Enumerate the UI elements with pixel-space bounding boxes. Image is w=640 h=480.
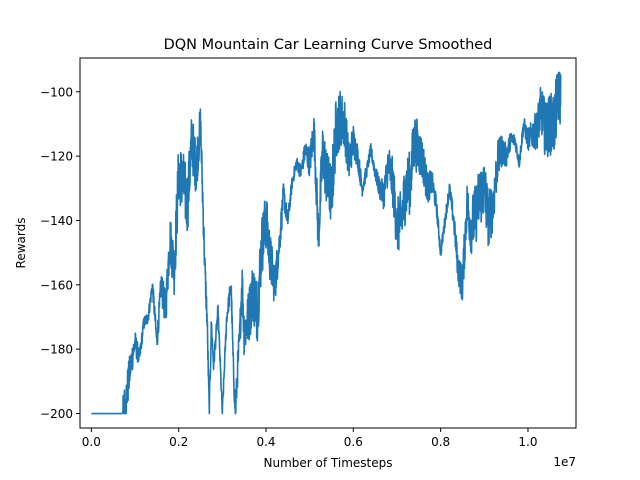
x-axis-ticks: 0.0 0.2 0.4 0.6 0.8 1.0 — [82, 428, 538, 449]
series-group — [90, 71, 562, 415]
y-tick-label: −120 — [40, 150, 73, 164]
x-tick-label: 0.0 — [82, 435, 101, 449]
y-tick-label: −200 — [40, 407, 73, 421]
axes-background — [80, 58, 576, 428]
x-tick-label: 1.0 — [518, 435, 537, 449]
y-tick-label: −160 — [40, 278, 73, 292]
y-axis-label: Rewards — [14, 218, 28, 269]
chart-title: DQN Mountain Car Learning Curve Smoothed — [164, 37, 493, 53]
x-tick-label: 0.2 — [169, 435, 188, 449]
y-tick-label: −140 — [40, 214, 73, 228]
axes-frame — [79, 57, 577, 429]
rewards-line — [90, 71, 562, 415]
plot-area — [79, 57, 577, 429]
x-tick-label: 0.6 — [344, 435, 363, 449]
x-axis-offset-text: 1e7 — [553, 455, 576, 469]
y-tick-label: −180 — [40, 343, 73, 357]
x-tick-label: 0.4 — [256, 435, 275, 449]
y-axis-ticks: −200 −180 −160 −140 −120 −100 — [40, 85, 80, 421]
y-tick-label: −100 — [40, 85, 73, 99]
x-tick-label: 0.8 — [431, 435, 450, 449]
x-axis-label: Number of Timesteps — [264, 456, 393, 470]
